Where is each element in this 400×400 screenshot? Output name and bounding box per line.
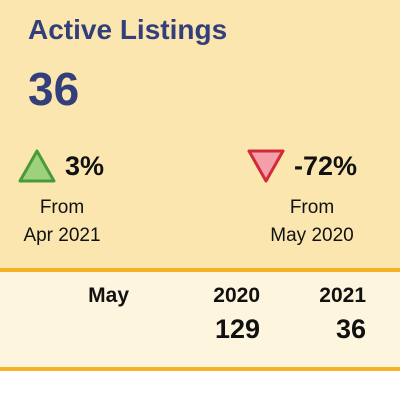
table-header-month: May xyxy=(88,284,129,307)
table-header-2020: 2020 xyxy=(213,284,260,307)
table-header-2021: 2021 xyxy=(319,284,366,307)
comparison-table: May 2020 2021 129 36 xyxy=(0,272,400,367)
from-label: From xyxy=(39,197,85,218)
from-label: From xyxy=(289,197,335,218)
table-value-2021: 36 xyxy=(335,314,366,344)
summary-panel: Active Listings 36 3% From Apr 2021 -72% xyxy=(0,0,400,268)
change-percent: 3% xyxy=(65,150,105,181)
card-title: Active Listings xyxy=(28,14,228,45)
comparison-period: May 2020 xyxy=(270,225,354,246)
divider xyxy=(0,268,400,272)
change-percent: -72% xyxy=(294,150,358,181)
comparison-period: Apr 2021 xyxy=(23,225,101,246)
divider xyxy=(0,367,400,371)
triangle-down-icon xyxy=(247,149,285,183)
listing-count: 36 xyxy=(28,63,80,115)
triangle-up-icon xyxy=(18,149,56,183)
table-value-2020: 129 xyxy=(214,314,260,344)
